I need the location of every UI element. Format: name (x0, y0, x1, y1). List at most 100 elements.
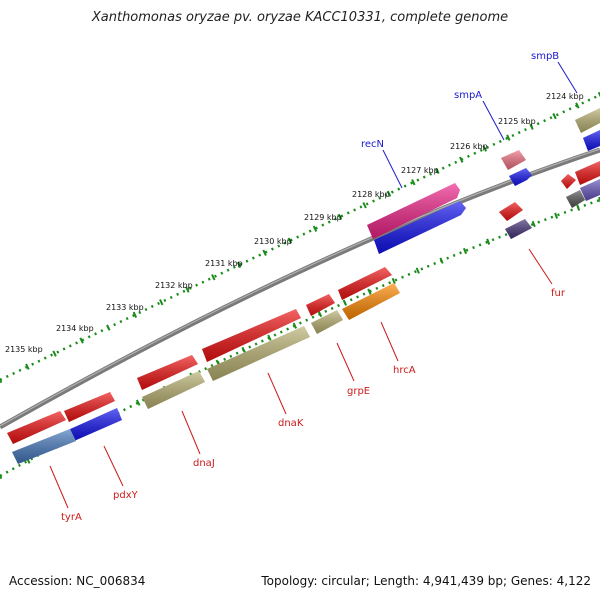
genome-backbone-highlight (0, 148, 600, 427)
tick-mark (267, 334, 272, 341)
tick-mark (439, 257, 444, 264)
gene-smpB-cds[interactable] (583, 130, 600, 151)
tick-mark (554, 212, 559, 219)
gene-right-red-2[interactable] (561, 174, 576, 189)
tick-mark (362, 202, 367, 209)
gene-tyrA-cds[interactable] (12, 429, 76, 464)
genome-backbone (0, 147, 600, 430)
tick-label-2124: 2124 kbp (546, 92, 584, 101)
tick-mark (79, 337, 84, 344)
leader-tyrA (49, 465, 69, 509)
leader-hrcA (380, 321, 399, 362)
gene-right-red-1[interactable] (575, 161, 600, 185)
tick-mark (317, 310, 323, 318)
tick-mark (292, 322, 298, 329)
gene-dnaJ[interactable] (137, 355, 198, 390)
tick-mark (25, 363, 30, 370)
gene-label-pdxY: pdxY (113, 490, 139, 501)
gene-label-dnaK: dnaK (278, 418, 304, 429)
gene-recN-rna[interactable] (374, 201, 466, 254)
tick-mark (391, 277, 396, 285)
major-tick-marks (0, 91, 600, 480)
tick-mark (185, 286, 190, 293)
tick-mark (337, 213, 343, 221)
tick-mark (386, 190, 392, 197)
tick-mark (0, 377, 3, 384)
gene-label-recN: recN (361, 139, 384, 150)
leader-smpB (557, 61, 578, 94)
gene-recN[interactable] (367, 183, 460, 239)
tick-mark (287, 237, 293, 244)
tick-mark (552, 112, 557, 120)
tick-label-2129: 2129 kbp (304, 213, 342, 222)
tick-mark (132, 311, 138, 319)
map-title: Xanthomonas oryzae pv. oryzae KACC10331,… (91, 10, 509, 25)
leader-dnaJ (181, 410, 201, 455)
leader-pdxY (103, 445, 124, 487)
gene-label-grpE: grpE (347, 386, 370, 397)
leader-fur (528, 248, 553, 285)
gene-right-gray[interactable] (566, 190, 585, 208)
gene-smpB[interactable] (575, 108, 600, 133)
gene-dnaJ-cds[interactable] (142, 371, 205, 409)
tick-mark (486, 238, 491, 245)
gene-pdxY-cds[interactable] (68, 408, 122, 441)
tick-label-2133: 2133 kbp (106, 303, 144, 312)
gene-grpE-cds[interactable] (311, 310, 343, 334)
tick-mark (106, 324, 111, 331)
tick-mark (575, 102, 580, 109)
tick-mark (262, 249, 267, 256)
leader-smpA (482, 100, 505, 141)
leader-recN (382, 149, 403, 189)
tick-mark (531, 220, 536, 228)
tick-mark (367, 288, 372, 295)
tick-label-2125: 2125 kbp (498, 117, 536, 126)
gene-hrcA-cds[interactable] (342, 283, 400, 320)
gene-right-purple[interactable] (580, 179, 600, 201)
gene-smpA-cds[interactable] (509, 168, 532, 186)
tick-label-2134: 2134 kbp (56, 324, 94, 333)
tick-label-2128: 2128 kbp (352, 190, 390, 199)
gene-fur-cds[interactable] (505, 219, 532, 239)
leader-dnaK (267, 372, 287, 415)
gene-pdxY[interactable] (64, 392, 115, 422)
gene-smpA[interactable] (501, 150, 526, 170)
tick-mark (52, 350, 57, 357)
gene-label-hrcA: hrcA (393, 365, 416, 376)
accession-label: Accession: NC_006834 (9, 574, 146, 588)
tick-mark (211, 274, 216, 281)
tick-label-2126: 2126 kbp (450, 142, 488, 151)
tick-mark (342, 299, 348, 306)
gene-dnaK-cds[interactable] (207, 326, 310, 381)
tick-mark (135, 399, 141, 406)
gene-label-tyrA: tyrA (61, 512, 82, 523)
tick-mark (506, 134, 511, 141)
tick-mark (598, 196, 600, 203)
tick-label-2132: 2132 kbp (155, 281, 193, 290)
gene-label-dnaJ: dnaJ (193, 458, 215, 469)
gene-dnaK[interactable] (202, 309, 301, 362)
gene-label-fur: fur (551, 288, 566, 299)
leader-grpE (336, 342, 355, 382)
tick-mark (241, 346, 246, 354)
tick-label-2127: 2127 kbp (401, 166, 439, 175)
tick-label-2131: 2131 kbp (205, 259, 243, 268)
gene-fur[interactable] (499, 202, 523, 221)
gene-tyrA[interactable] (7, 411, 66, 444)
gene-label-smpB: smpB (531, 51, 559, 62)
tick-mark (462, 247, 468, 255)
tick-mark (576, 204, 581, 211)
genome-summary: Topology: circular; Length: 4,941,439 bp… (261, 574, 591, 588)
tick-mark (529, 123, 534, 130)
tick-mark (236, 261, 242, 269)
tick-mark (415, 267, 420, 274)
tick-mark (435, 167, 440, 175)
tick-mark (312, 225, 318, 232)
gene-hrcA[interactable] (338, 267, 392, 300)
tick-mark (482, 145, 488, 152)
tick-mark (411, 179, 416, 186)
gene-grpE[interactable] (306, 294, 335, 316)
tick-label-2135: 2135 kbp (5, 345, 43, 354)
gene-label-smpA: smpA (454, 90, 482, 101)
